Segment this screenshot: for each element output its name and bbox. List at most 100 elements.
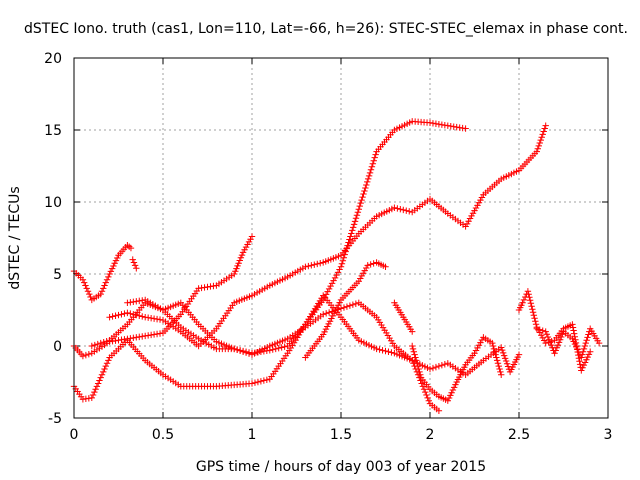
data-point <box>83 285 90 292</box>
data-point <box>432 363 440 371</box>
x-axis-title: GPS time / hours of day 003 of year 2015 <box>196 459 486 475</box>
data-point <box>553 344 561 351</box>
data-point <box>349 227 356 234</box>
data-point <box>529 306 536 313</box>
data-point <box>370 157 377 164</box>
data-point <box>349 224 357 231</box>
data-point <box>413 357 420 364</box>
data-point <box>363 264 370 272</box>
data-point <box>541 337 548 344</box>
y-tick-label: 10 <box>44 195 62 211</box>
data-point <box>556 336 564 343</box>
data-point <box>524 288 532 295</box>
data-point <box>311 261 318 268</box>
data-point <box>581 359 589 366</box>
x-tick-label: 3 <box>604 427 613 443</box>
data-point <box>236 257 243 264</box>
data-point <box>329 312 336 320</box>
data-point <box>382 347 389 355</box>
data-point <box>578 354 585 361</box>
data-point <box>579 364 586 372</box>
data-point <box>532 321 540 328</box>
y-tick-label: 0 <box>53 339 62 355</box>
data-point <box>462 125 469 132</box>
data-point <box>584 353 591 361</box>
data-point <box>106 314 113 321</box>
data-point <box>325 285 333 293</box>
data-point <box>551 350 558 357</box>
data-point <box>328 315 335 322</box>
data-point <box>98 371 106 378</box>
x-tick-label: 0 <box>70 427 79 443</box>
data-point <box>475 342 483 349</box>
data-point <box>327 282 334 290</box>
data-point <box>314 260 321 268</box>
data-point <box>570 338 577 345</box>
data-point <box>254 378 262 386</box>
data-point <box>528 303 535 310</box>
data-point <box>542 328 549 335</box>
data-point <box>489 339 496 347</box>
data-point <box>498 346 506 354</box>
data-point <box>347 233 354 240</box>
data-point <box>585 331 592 338</box>
data-point <box>131 262 139 269</box>
data-point <box>497 368 504 376</box>
data-point <box>109 313 116 320</box>
data-point <box>411 351 418 358</box>
data-point <box>328 280 336 287</box>
data-point <box>444 397 451 404</box>
data-point <box>356 202 363 210</box>
data-point <box>269 346 276 353</box>
y-axis-title: dSTEC / TECUs <box>7 186 23 289</box>
data-point <box>308 262 315 269</box>
data-point <box>371 154 378 161</box>
data-point <box>595 339 603 347</box>
data-point <box>441 361 449 368</box>
data-point <box>358 272 365 280</box>
data-point <box>409 328 416 335</box>
data-point <box>438 362 446 369</box>
data-point <box>502 357 510 365</box>
data-point <box>515 351 523 358</box>
data-point <box>79 352 87 360</box>
data-point <box>584 334 591 341</box>
data-point <box>569 335 576 342</box>
data-point <box>450 384 458 391</box>
data-point <box>365 172 373 180</box>
data-point <box>369 160 377 167</box>
data-point <box>234 262 241 270</box>
y-tick-label: 15 <box>44 123 62 139</box>
data-point <box>362 184 369 192</box>
data-point <box>245 238 253 246</box>
x-tick-label: 1.5 <box>330 427 352 443</box>
data-point <box>302 263 309 270</box>
data-point <box>533 325 540 332</box>
data-point <box>435 407 443 414</box>
data-point <box>465 218 472 225</box>
data-point <box>103 276 111 283</box>
data-point <box>358 196 365 204</box>
data-point <box>409 342 416 350</box>
data-point <box>412 354 419 361</box>
data-point <box>96 377 103 384</box>
data-point <box>376 346 383 353</box>
data-point <box>97 290 104 298</box>
data-point <box>525 291 532 298</box>
data-point <box>578 351 586 358</box>
data-point <box>100 338 107 346</box>
data-point <box>325 309 333 316</box>
data-point <box>360 270 367 277</box>
data-point <box>337 263 345 270</box>
data-point <box>330 310 338 317</box>
data-point <box>85 350 93 358</box>
data-point <box>388 349 395 356</box>
data-point <box>538 332 545 339</box>
data-point <box>468 212 475 220</box>
data-point <box>366 169 374 177</box>
data-point <box>364 178 371 186</box>
data-point <box>105 273 112 281</box>
data-point <box>112 257 120 264</box>
data-point <box>101 365 108 373</box>
